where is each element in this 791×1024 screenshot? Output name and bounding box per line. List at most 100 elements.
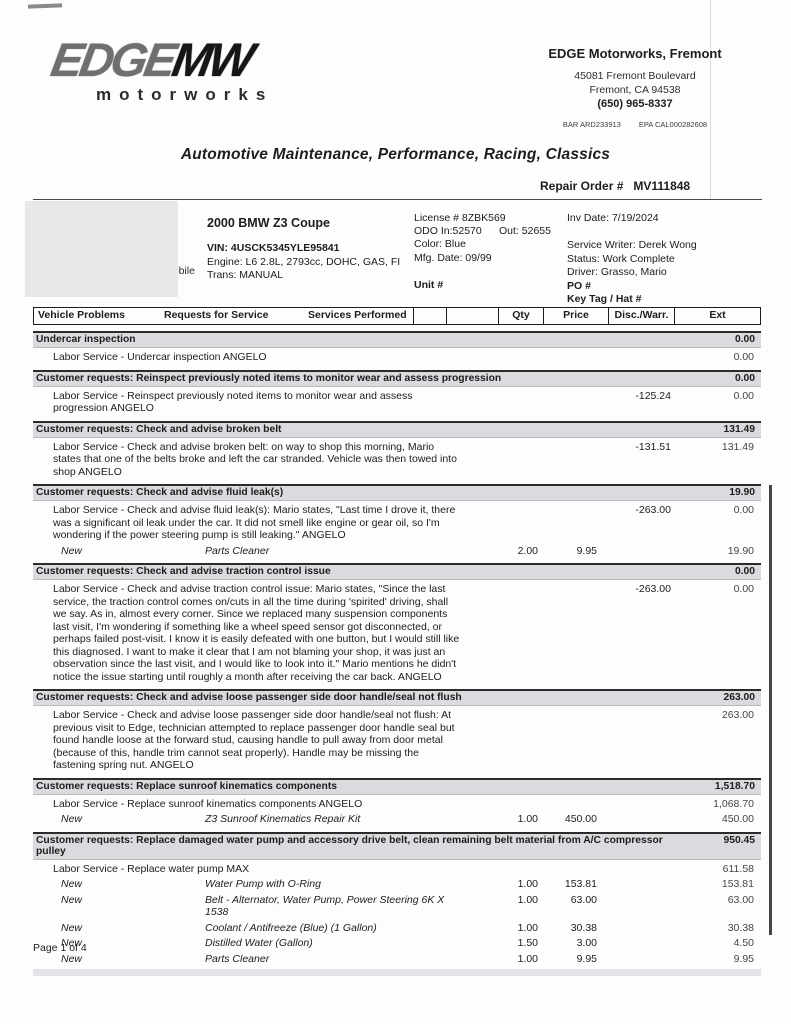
qty-value: 1.00 [517, 878, 538, 890]
section-header: Customer requests: Check and advise loos… [33, 689, 761, 706]
vehicle-title: 2000 BMW Z3 Coupe [207, 216, 330, 230]
bar-number: BAR ARD233913 [562, 120, 621, 129]
qty-value: 1.00 [517, 921, 538, 934]
section-header: Customer requests: Check and advise brok… [33, 420, 761, 438]
disc-value [609, 878, 675, 891]
price-value: 9.95 [576, 952, 597, 965]
qty-value [499, 798, 544, 811]
disc-value [609, 894, 675, 919]
epa-number: EPA CAL000282608 [638, 120, 708, 129]
part-row: New Parts Cleaner 1.00 9.95 9.95 [33, 950, 761, 966]
section-header: Customer requests: Replace damaged water… [33, 831, 761, 860]
disc-value [609, 545, 675, 558]
disc-value: -131.51 [635, 440, 671, 453]
qty-value [499, 441, 544, 479]
part-condition: New [61, 813, 83, 825]
vehicle-vin: VIN: 4USCK5345YLE95841 [207, 242, 340, 254]
company-info-block: EDGE Motorworks, Fremont 45081 Fremont B… [500, 46, 770, 129]
part-name: Parts Cleaner [205, 544, 270, 557]
ext-value: 4.50 [733, 937, 754, 949]
part-name: Parts Cleaner [205, 952, 270, 965]
ext-value: 9.95 [733, 952, 754, 965]
po-label: PO # [567, 280, 591, 292]
logo-edge-text: EDGE [47, 33, 178, 86]
price-value: 153.81 [564, 878, 597, 890]
repair-order-number: MV111848 [633, 179, 691, 193]
ext-value: 63.00 [727, 893, 754, 906]
col-qty: Qty [499, 308, 544, 324]
ext-value: 263.00 [721, 709, 754, 721]
col-spacer-2 [447, 308, 499, 324]
service-section-undercar-inspection: Undercar inspection 0.00 Labor Service -… [33, 331, 761, 364]
labor-description: Labor Service - Replace water pump MAX [53, 862, 250, 875]
qty-value [499, 583, 544, 683]
table-end-shading [33, 969, 761, 976]
labor-description: Labor Service - Check and advise loose p… [53, 709, 455, 771]
col-services-performed: Services Performed [308, 309, 407, 321]
disc-value [609, 813, 675, 826]
part-name: Z3 Sunroof Kinematics Repair Kit [205, 813, 361, 825]
qty-value: 1.00 [517, 813, 538, 825]
vehicle-trans: Trans: MANUAL [207, 269, 284, 281]
disc-value [609, 709, 675, 772]
price-value: 450.00 [564, 813, 597, 825]
logo-wordmark: EDGEMW [47, 33, 278, 86]
vehicle-color: Color: Blue [414, 238, 466, 250]
section-title: Customer requests: Check and advise trac… [36, 566, 331, 577]
part-name: Coolant / Antifreeze (Blue) (1 Gallon) [205, 921, 377, 934]
part-row: New Coolant / Antifreeze (Blue) (1 Gallo… [33, 919, 761, 935]
qty-value [499, 863, 544, 876]
disc-value [609, 937, 675, 950]
labor-row: Labor Service - Replace sunroof kinemati… [33, 795, 761, 811]
section-ext-total: 131.49 [723, 423, 756, 435]
vehicle-odo-out: Out: 52655 [499, 225, 551, 237]
vehicle-mfg-date: Mfg. Date: 09/99 [414, 252, 492, 264]
ext-value: 0.00 [733, 583, 754, 595]
part-name: Belt - Alternator, Water Pump, Power Ste… [205, 893, 445, 919]
col-disc-warr: Disc./Warr. [609, 308, 675, 324]
scan-artifact-edge-line [769, 485, 772, 935]
service-section-fluid-leaks: Customer requests: Check and advise flui… [33, 484, 761, 557]
service-section-door-handle: Customer requests: Check and advise loos… [33, 689, 761, 772]
part-condition: New [61, 878, 83, 890]
company-address-line2: Fremont, CA 94538 [589, 84, 681, 96]
col-price: Price [544, 308, 609, 324]
company-address-line1: 45081 Fremont Boulevard [574, 70, 696, 82]
part-condition: New [61, 893, 83, 906]
price-value [544, 798, 609, 811]
col-vehicle-problems: Vehicle Problems [38, 309, 125, 321]
price-value [544, 583, 609, 683]
section-ext-total: 1,518.70 [714, 780, 755, 792]
labor-row: Labor Service - Reinspect previously not… [33, 387, 761, 415]
section-ext-total: 0.00 [734, 566, 755, 577]
price-value [544, 504, 609, 542]
service-table: Vehicle Problems Requests for Service Se… [33, 307, 761, 976]
service-section-sunroof-kinematics: Customer requests: Replace sunroof kinem… [33, 777, 761, 826]
scan-artifact-dash [27, 3, 63, 9]
business-tagline: Automotive Maintenance, Performance, Rac… [180, 146, 611, 163]
part-row: New Distilled Water (Gallon) 1.50 3.00 4… [33, 934, 761, 950]
part-condition: New [61, 952, 83, 965]
part-row: New Belt - Alternator, Water Pump, Power… [33, 891, 761, 919]
price-value: 9.95 [576, 544, 597, 557]
work-status: Status: Work Complete [567, 253, 675, 265]
section-title: Customer requests: Replace damaged water… [36, 834, 663, 857]
section-header: Customer requests: Reinspect previously … [33, 369, 761, 387]
section-header: Customer requests: Check and advise trac… [33, 563, 761, 580]
labor-row: Labor Service - Undercar inspection ANGE… [33, 348, 761, 364]
part-row: New Z3 Sunroof Kinematics Repair Kit 1.0… [33, 810, 761, 826]
section-title: Customer requests: Replace sunroof kinem… [36, 780, 337, 792]
part-condition: New [61, 937, 83, 949]
part-name: Water Pump with O-Ring [205, 878, 321, 890]
disc-value [609, 351, 675, 364]
price-value: 30.38 [570, 921, 597, 934]
labor-description: Labor Service - Check and advise broken … [53, 440, 457, 478]
part-condition: New [61, 921, 83, 934]
labor-row: Labor Service - Check and advise broken … [33, 438, 761, 479]
driver-name: Driver: Grasso, Mario [567, 266, 667, 278]
price-value [544, 351, 609, 364]
vehicle-license: License # 8ZBK569 [414, 212, 506, 224]
price-value: 3.00 [576, 937, 597, 949]
service-section-traction-control: Customer requests: Check and advise trac… [33, 563, 761, 683]
section-ext-total: 0.00 [734, 334, 755, 345]
